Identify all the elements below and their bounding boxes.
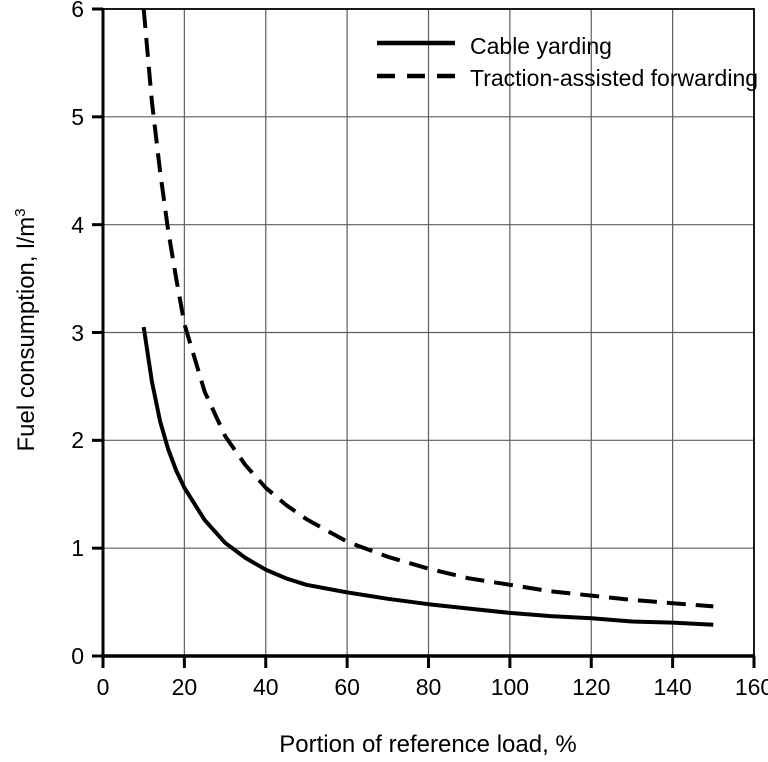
y-axis-title-superscript: 3: [13, 208, 29, 217]
x-tick-label-100: 100: [490, 674, 530, 700]
y-tick-label-4: 4: [71, 211, 84, 238]
x-tick-label-120: 120: [572, 674, 611, 700]
x-tick-label-60: 60: [334, 674, 360, 700]
y-tick-label-1: 1: [71, 535, 84, 562]
y-tick-label-5: 5: [71, 103, 84, 130]
x-tick-label-80: 80: [415, 674, 442, 700]
legend-label-cable-yarding: Cable yarding: [470, 33, 612, 59]
x-tick-label-40: 40: [252, 674, 279, 700]
y-tick-label-0: 0: [71, 643, 84, 669]
y-axis-title: Fuel consumption, l/m3: [11, 170, 43, 490]
y-tick-label-2: 2: [71, 427, 84, 454]
x-tick-label-140: 140: [653, 674, 692, 700]
series-curve-traction-assisted-forwarding: [141, 8, 714, 609]
y-tick-label-6: 6: [71, 0, 84, 22]
series-curve-cable-yarding: [141, 326, 714, 627]
x-tick-label-20: 20: [171, 674, 198, 700]
x-axis-title: Portion of reference load, %: [279, 731, 577, 758]
x-tick-label-0: 0: [96, 674, 110, 700]
x-tick-label-160: 160: [734, 674, 768, 700]
y-axis-title-text: Fuel consumption, l/m: [13, 216, 40, 452]
y-tick-label-3: 3: [71, 319, 84, 346]
legend-label-traction-assisted-forwarding: Traction-assisted forwarding: [470, 65, 759, 91]
